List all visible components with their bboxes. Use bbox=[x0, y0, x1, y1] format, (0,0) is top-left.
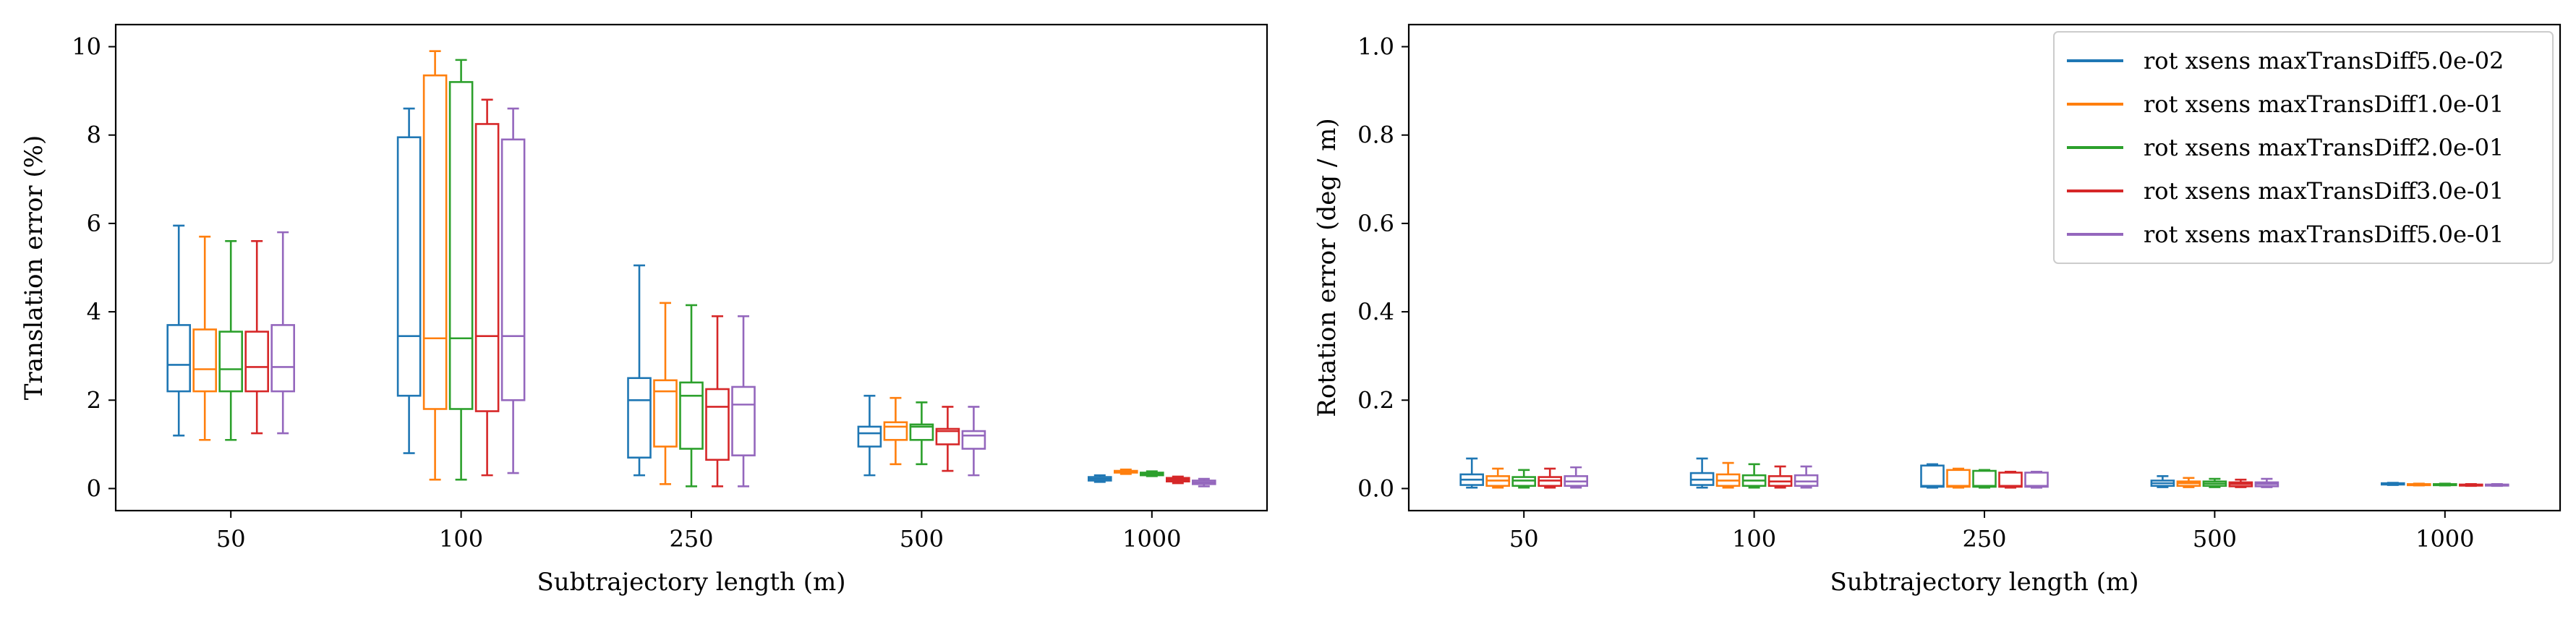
box-plot bbox=[1538, 467, 1562, 489]
box-plot bbox=[2381, 482, 2405, 486]
box-plot bbox=[1511, 469, 1536, 489]
box-plot bbox=[166, 224, 191, 437]
legend-label: rot xsens maxTransDiff5.0e-02 bbox=[2144, 47, 2504, 74]
legend-label: rot xsens maxTransDiff2.0e-01 bbox=[2144, 134, 2504, 161]
x-tick-label: 100 bbox=[1732, 525, 1776, 553]
box-plot bbox=[627, 264, 652, 477]
x-axis-label: Subtrajectory length (m) bbox=[1830, 568, 2138, 597]
box-plot bbox=[1564, 466, 1588, 489]
box-plot bbox=[474, 98, 500, 477]
y-tick-label: 0 bbox=[87, 474, 101, 502]
x-tick-label: 500 bbox=[900, 525, 944, 553]
x-axis-label: Subtrajectory length (m) bbox=[537, 568, 845, 597]
box-plot bbox=[1946, 467, 1971, 489]
box-plot bbox=[909, 401, 934, 466]
box-plot bbox=[857, 394, 882, 477]
box-plot bbox=[1114, 468, 1138, 475]
box-plot bbox=[1794, 465, 1819, 489]
box-plot bbox=[1767, 465, 1793, 489]
y-tick-label: 8 bbox=[87, 122, 101, 149]
box-plot bbox=[2202, 477, 2227, 488]
box-plot bbox=[731, 315, 756, 487]
x-tick-label: 1000 bbox=[1122, 525, 1181, 553]
y-axis-label: Translation error (%) bbox=[20, 135, 48, 400]
y-tick-label: 2 bbox=[87, 386, 101, 414]
box-plot bbox=[961, 406, 986, 477]
y-tick-label: 6 bbox=[87, 210, 101, 237]
box-plot bbox=[1140, 470, 1164, 477]
box-plot bbox=[1485, 467, 1510, 489]
box-plot bbox=[1689, 457, 1715, 489]
box-plot bbox=[1998, 470, 2023, 489]
box-plot bbox=[218, 240, 244, 441]
box-plot bbox=[2150, 475, 2175, 488]
x-tick-label: 250 bbox=[669, 525, 713, 553]
y-tick-label: 0.6 bbox=[1357, 210, 1394, 237]
box-plot bbox=[679, 304, 704, 487]
y-tick-label: 4 bbox=[87, 298, 101, 325]
box-plot bbox=[2459, 483, 2483, 487]
translation-error-chart: 0 2 4 6 8 10 50 100 250 500 1000 Subtrajectory leng… bbox=[20, 23, 1268, 597]
x-tick-label: 50 bbox=[216, 525, 246, 553]
y-tick-label: 0.4 bbox=[1357, 298, 1394, 325]
rotation-error-chart: 0.0 0.2 0.4 0.6 0.8 1.0 50 100 250 500 1000 Subtraj… bbox=[1313, 23, 2562, 597]
box-plot bbox=[1459, 457, 1484, 489]
box-plot bbox=[1920, 463, 1945, 489]
legend-box bbox=[2053, 31, 2554, 264]
box-plot bbox=[2176, 477, 2201, 488]
y-tick-label: 10 bbox=[72, 33, 101, 61]
x-tick-label: 1000 bbox=[2415, 525, 2474, 553]
box-plot bbox=[1192, 477, 1216, 487]
box-plot bbox=[448, 59, 474, 481]
box-plot bbox=[2254, 477, 2279, 488]
box-plot bbox=[705, 315, 730, 487]
box-plot bbox=[192, 235, 218, 441]
x-tick-label: 50 bbox=[1509, 525, 1539, 553]
legend: rot xsens maxTransDiff5.0e-02 rot xsens m… bbox=[2053, 31, 2554, 264]
box-plot bbox=[1166, 475, 1190, 485]
box-plot bbox=[1088, 474, 1112, 483]
box-plot bbox=[500, 107, 526, 474]
box-plot bbox=[1972, 469, 1997, 489]
box-plot bbox=[2485, 483, 2509, 487]
y-tick-label: 0.8 bbox=[1357, 122, 1394, 149]
box-plot bbox=[1741, 463, 1767, 489]
legend-label: rot xsens maxTransDiff5.0e-01 bbox=[2144, 221, 2504, 248]
box-plot bbox=[422, 50, 448, 481]
legend-label: rot xsens maxTransDiff1.0e-01 bbox=[2144, 90, 2504, 118]
x-tick-label: 500 bbox=[2193, 525, 2237, 553]
box-plot bbox=[2024, 470, 2049, 489]
box-plot bbox=[2228, 478, 2253, 488]
box-plot bbox=[1715, 461, 1741, 489]
box-plot bbox=[270, 231, 296, 435]
legend-label: rot xsens maxTransDiff3.0e-01 bbox=[2144, 177, 2504, 205]
box-plot bbox=[653, 302, 678, 485]
y-tick-label: 0.0 bbox=[1357, 474, 1394, 502]
y-tick-label: 1.0 bbox=[1357, 33, 1394, 61]
box-plot bbox=[935, 406, 960, 472]
y-axis-label: Rotation error (deg / m) bbox=[1313, 118, 1342, 417]
y-tick-label: 0.2 bbox=[1357, 386, 1394, 414]
x-tick-label: 250 bbox=[1962, 525, 2006, 553]
box-plot bbox=[244, 240, 270, 435]
box-plot bbox=[396, 107, 422, 454]
box-plot bbox=[2407, 482, 2431, 487]
box-plot bbox=[883, 396, 908, 466]
box-plot bbox=[2433, 482, 2457, 487]
x-tick-label: 100 bbox=[439, 525, 483, 553]
